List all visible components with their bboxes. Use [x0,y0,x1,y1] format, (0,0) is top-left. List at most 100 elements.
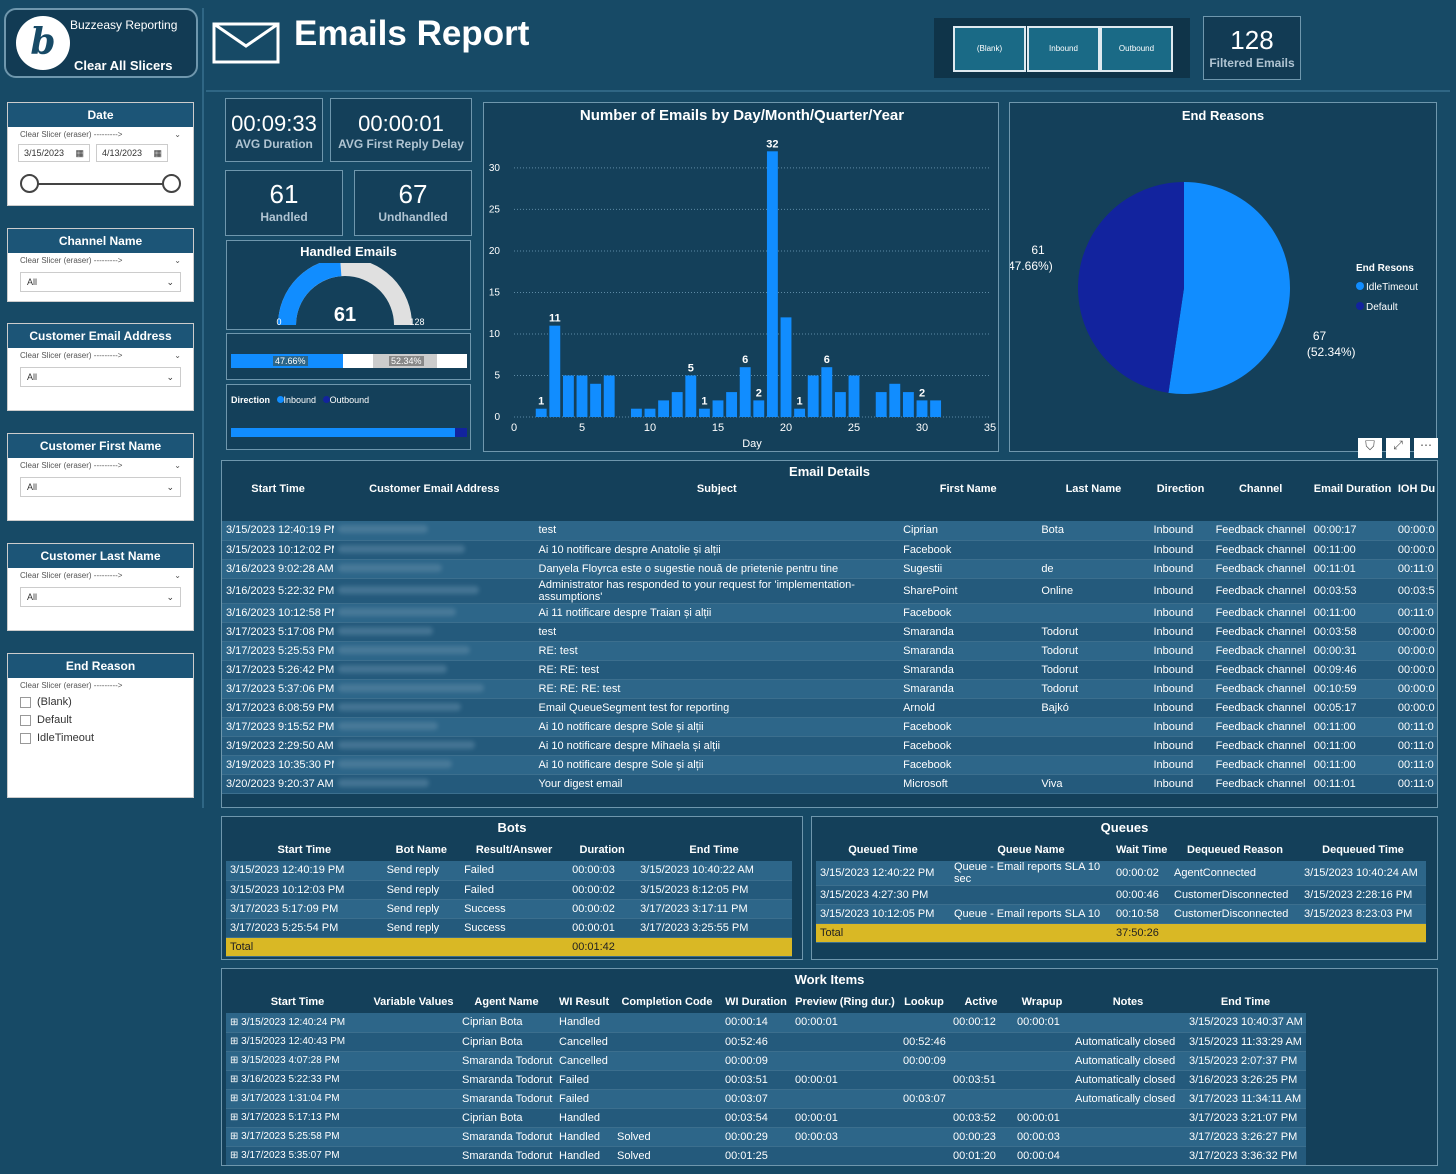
table-row[interactable]: 3/17/2023 5:17:09 PM Send reply Success 00:… [226,899,792,919]
table-row[interactable]: 3/15/2023 10:12:03 PM Send reply Failed 00:… [226,880,792,900]
clear-slicer-link[interactable]: Clear Slicer (eraser) ---------> [20,461,123,470]
redacted-email [338,525,429,534]
chevron-down-icon[interactable]: ⌄ [174,351,181,360]
slider-handle-end[interactable] [162,174,181,193]
table-cell: ⊞ 3/17/2023 5:25:58 PM [226,1127,369,1147]
table-cell: 00:11:01 [1309,559,1394,579]
logo-box[interactable]: b Buzzeasy Reporting Clear All Slicers [4,8,198,78]
table-cell [613,1108,721,1128]
end-reason-option[interactable]: (Blank) [8,693,193,711]
table-row[interactable]: ⊞ 3/17/2023 5:17:13 PM Ciprian Bota Handle… [226,1108,1306,1128]
clear-slicer-link[interactable]: Clear Slicer (eraser) ---------> [20,571,123,580]
expand-row-icon[interactable]: ⊞ [230,1093,242,1104]
column-header[interactable]: Direction [1156,483,1205,495]
table-row[interactable]: 3/16/2023 9:02:28 AM Danyela Floyrca este… [222,559,1437,579]
table-row[interactable]: 3/17/2023 5:25:53 PM RE: test Smaranda Todo… [222,641,1437,661]
chevron-down-icon[interactable]: ⌄ [174,571,181,580]
table-row[interactable]: ⊞ 3/17/2023 5:35:07 PM Smaranda Todorut Ha… [226,1146,1306,1165]
table-row[interactable]: 3/19/2023 10:35:30 PM Ai 10 notificare de… [222,755,1437,775]
clear-all-slicers-button[interactable]: Clear All Slicers [74,58,173,73]
envelope-icon [212,22,280,64]
expand-row-icon[interactable]: ⊞ [230,1036,242,1047]
unhandled-card: 67 Undhandled [354,170,472,236]
expand-row-icon[interactable]: ⊞ [230,1016,242,1028]
column-header[interactable]: First Name [939,483,997,495]
table-row[interactable]: 3/17/2023 5:37:06 PM RE: RE: RE: test Smar… [222,679,1437,699]
column-header: Dequeued Time [1322,844,1404,856]
blank-button[interactable]: (Blank) [953,26,1026,72]
end-reason-option[interactable]: Default [8,711,193,729]
table-row[interactable]: 3/15/2023 10:12:05 PM Queue - Email repor… [816,904,1426,924]
table-row[interactable]: 3/15/2023 12:40:19 PM test Ciprian Bota Inbo… [222,521,1437,541]
column-header[interactable]: Last Name [1065,483,1122,495]
checkbox[interactable] [20,732,31,744]
more-options-icon[interactable]: ⋯ [1414,438,1438,458]
end-reason-option[interactable]: IdleTimeout [8,729,193,747]
table-row[interactable]: ⊞ 3/17/2023 1:31:04 PM Smaranda Todorut Fa… [226,1089,1306,1109]
bar [930,400,942,417]
gauge-min: 0 [276,317,281,327]
checkbox[interactable] [20,696,31,708]
column-header[interactable]: Channel [1238,483,1283,495]
table-row[interactable]: ⊞ 3/17/2023 5:25:58 PM Smaranda Todorut Ha… [226,1127,1306,1147]
clear-slicer-link[interactable]: Clear Slicer (eraser) ---------> [20,256,123,265]
table-cell: Ai 10 notificare despre Sole și alții [534,755,900,775]
slice-percent-label: (47.66%) [1010,259,1053,273]
y-tick-label: 5 [494,370,500,381]
column-header[interactable]: Start Time [251,483,305,495]
date-from-input[interactable]: 3/15/2023 ▦ [18,144,90,162]
table-row[interactable]: 3/16/2023 10:12:58 PM Ai 11 notificare de… [222,603,1437,623]
table-row[interactable]: 3/17/2023 5:26:42 PM RE: RE: test Smaranda… [222,660,1437,680]
checkbox[interactable] [20,714,31,726]
table-row[interactable]: 3/15/2023 12:40:19 PM Send reply Failed 00:… [226,861,792,881]
table-row[interactable]: 3/19/2023 2:29:50 AM Ai 10 notificare des… [222,736,1437,756]
expand-row-icon[interactable]: ⊞ [230,1131,242,1142]
table-row[interactable]: ⊞ 3/15/2023 4:07:28 PM Smaranda Todorut Ca… [226,1051,1306,1071]
emails-by-day-chart: Number of Emails by Day/Month/Quarter/Ye… [489,107,996,450]
table-row[interactable]: 3/17/2023 5:17:08 PM test Smaranda Todorut I… [222,622,1437,642]
start-time: 3/17/2023 5:25:58 PM [241,1131,340,1142]
column-header[interactable]: IOH Du [1397,483,1436,495]
table-row[interactable]: 3/17/2023 9:15:52 PM Ai 10 notificare des… [222,717,1437,737]
table-row[interactable]: 3/17/2023 6:08:59 PM Email QueueSegment t… [222,698,1437,718]
first-name-dropdown[interactable]: All ⌄ [20,477,181,497]
outbound-button[interactable]: Outbound [1100,26,1173,72]
table-row[interactable]: 3/16/2023 5:22:32 PM Administrator has re… [222,578,1437,604]
channel-dropdown[interactable]: All ⌄ [20,272,181,292]
data-label: 1 [701,396,707,408]
inbound-button[interactable]: Inbound [1027,26,1100,72]
expand-row-icon[interactable]: ⊞ [230,1112,242,1123]
clear-slicer-link[interactable]: Clear Slicer (eraser) ---------> [20,130,123,139]
column-header[interactable]: Subject [696,483,737,495]
table-cell: 00:00:14 [721,1013,791,1033]
table-cell: 00:11:0 [1393,717,1437,737]
expand-row-icon[interactable]: ⊞ [230,1074,242,1085]
column-header[interactable]: Customer Email Address [369,483,500,495]
chevron-down-icon[interactable]: ⌄ [174,130,181,139]
expand-row-icon[interactable]: ⊞ [230,1055,242,1066]
filter-icon[interactable]: ⛉ [1358,438,1382,458]
clear-slicer-link[interactable]: Clear Slicer (eraser) ---------> [20,681,123,690]
table-row[interactable]: 3/15/2023 10:12:02 PM Ai 10 notificare de… [222,540,1437,560]
table-row[interactable]: ⊞ 3/15/2023 12:40:43 PM Ciprian Bota Cance… [226,1032,1306,1052]
table-cell: Administrator has responded to your requ… [534,578,900,604]
table-row[interactable]: 3/17/2023 5:25:54 PM Send reply Success 00:… [226,918,792,938]
chevron-down-icon[interactable]: ⌄ [174,256,181,265]
clear-slicer-link[interactable]: Clear Slicer (eraser) ---------> [20,351,123,360]
table-cell: 3/17/2023 5:37:06 PM [222,679,335,699]
redacted-email [338,702,462,711]
table-row[interactable]: 3/15/2023 12:40:22 PM Queue - Email repor… [816,861,1426,886]
expand-row-icon[interactable]: ⊞ [230,1150,242,1161]
chevron-down-icon[interactable]: ⌄ [174,461,181,470]
table-row[interactable]: ⊞ 3/15/2023 12:40:24 PM Ciprian Bota Handl… [226,1013,1306,1033]
table-row[interactable]: 3/20/2023 9:20:37 AM Your digest email Mic… [222,774,1437,794]
date-range-slider[interactable] [20,174,181,194]
date-to-input[interactable]: 4/13/2023 ▦ [96,144,168,162]
email-dropdown[interactable]: All ⌄ [20,367,181,387]
column-header[interactable]: Email Duration [1313,483,1392,495]
table-row[interactable]: ⊞ 3/16/2023 5:22:33 PM Smaranda Todorut Fa… [226,1070,1306,1090]
slider-handle-start[interactable] [20,174,39,193]
table-row[interactable]: 3/15/2023 4:27:30 PM 00:00:46 CustomerDisc… [816,885,1426,905]
expand-icon[interactable]: ⤢ [1386,438,1410,458]
last-name-dropdown[interactable]: All ⌄ [20,587,181,607]
